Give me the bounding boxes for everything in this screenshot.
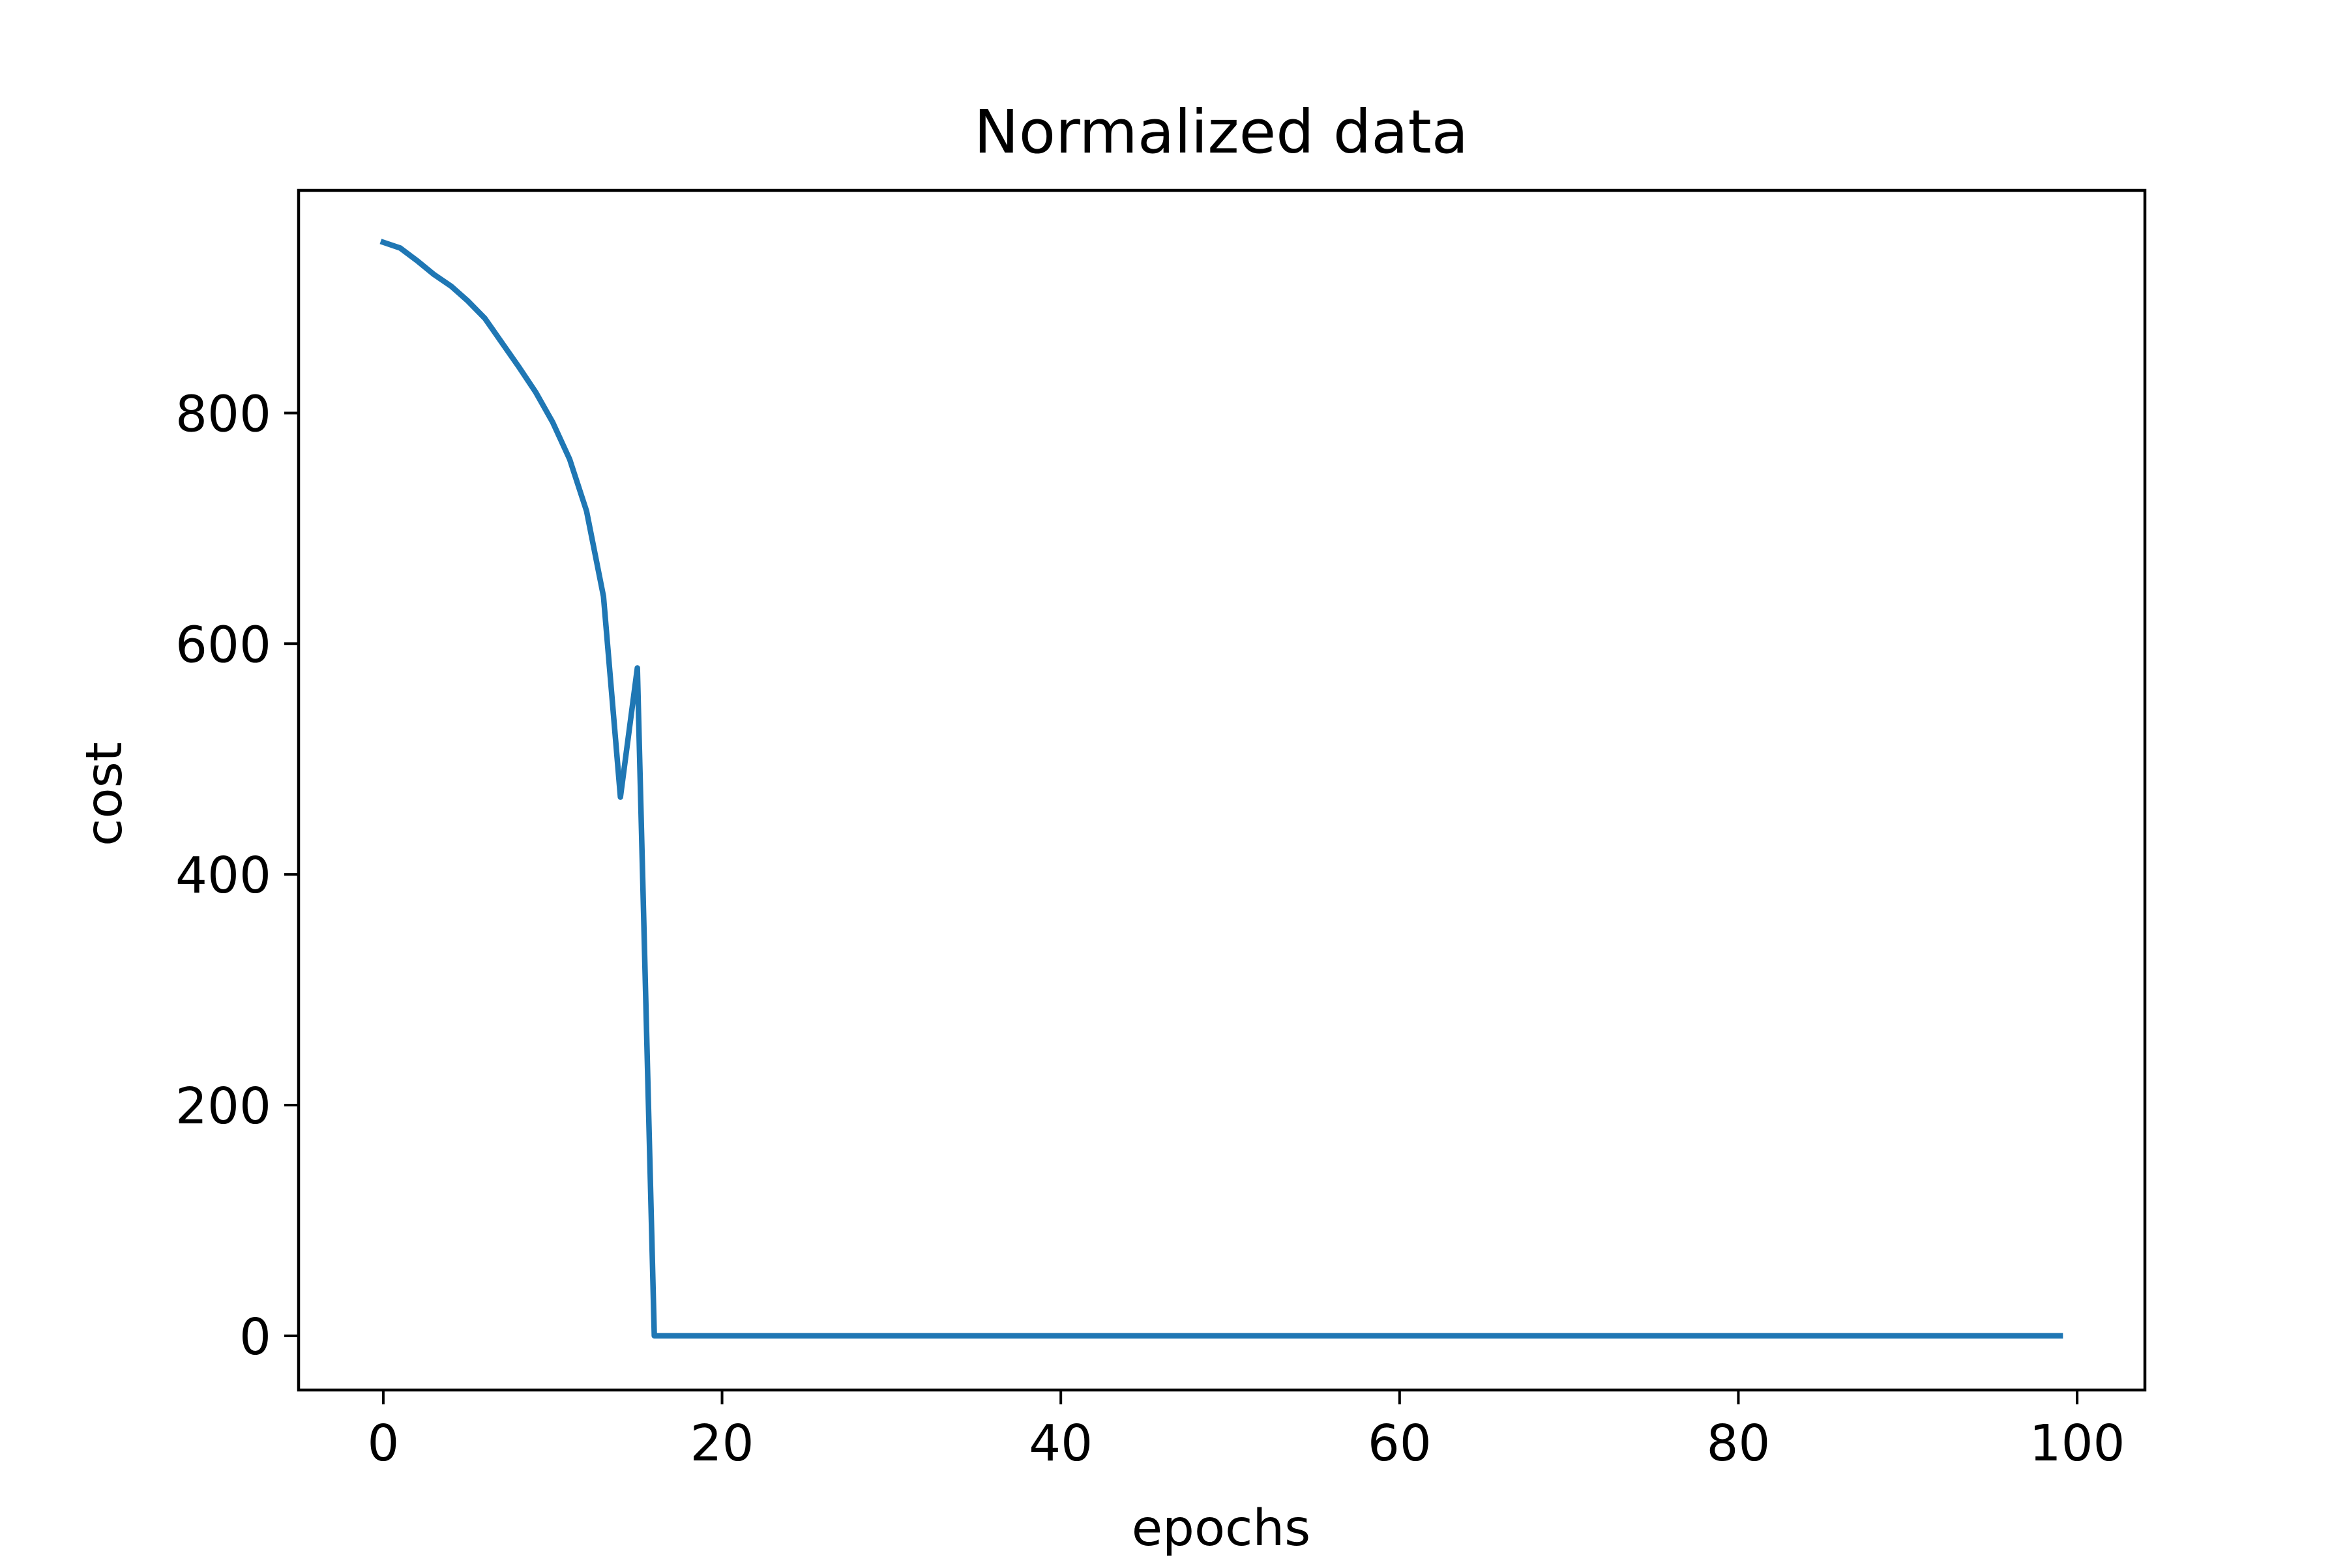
y-axis-label: cost xyxy=(76,742,134,846)
x-tick-label: 20 xyxy=(690,1415,754,1473)
x-tick-label: 80 xyxy=(1706,1415,1770,1473)
y-tick-label: 0 xyxy=(239,1309,271,1367)
y-tick-label: 800 xyxy=(175,385,271,443)
x-tick-label: 60 xyxy=(1368,1415,1432,1473)
y-axis: 0 200 400 600 800 xyxy=(175,385,299,1367)
chart-title: Normalized data xyxy=(974,97,1468,167)
y-tick-label: 200 xyxy=(175,1078,271,1136)
y-tick-label: 400 xyxy=(175,847,271,905)
plot-area xyxy=(297,188,2147,1392)
series-line-0 xyxy=(379,239,2063,1339)
x-tick-label: 40 xyxy=(1029,1415,1093,1473)
x-tick-label: 0 xyxy=(367,1415,399,1473)
x-axis-label: epochs xyxy=(1132,1500,1311,1558)
x-tick-label: 100 xyxy=(2030,1415,2125,1473)
x-axis: 0 20 40 60 80 100 xyxy=(367,1390,2125,1473)
plot-frame xyxy=(297,188,2147,1392)
y-tick-label: 600 xyxy=(175,616,271,674)
